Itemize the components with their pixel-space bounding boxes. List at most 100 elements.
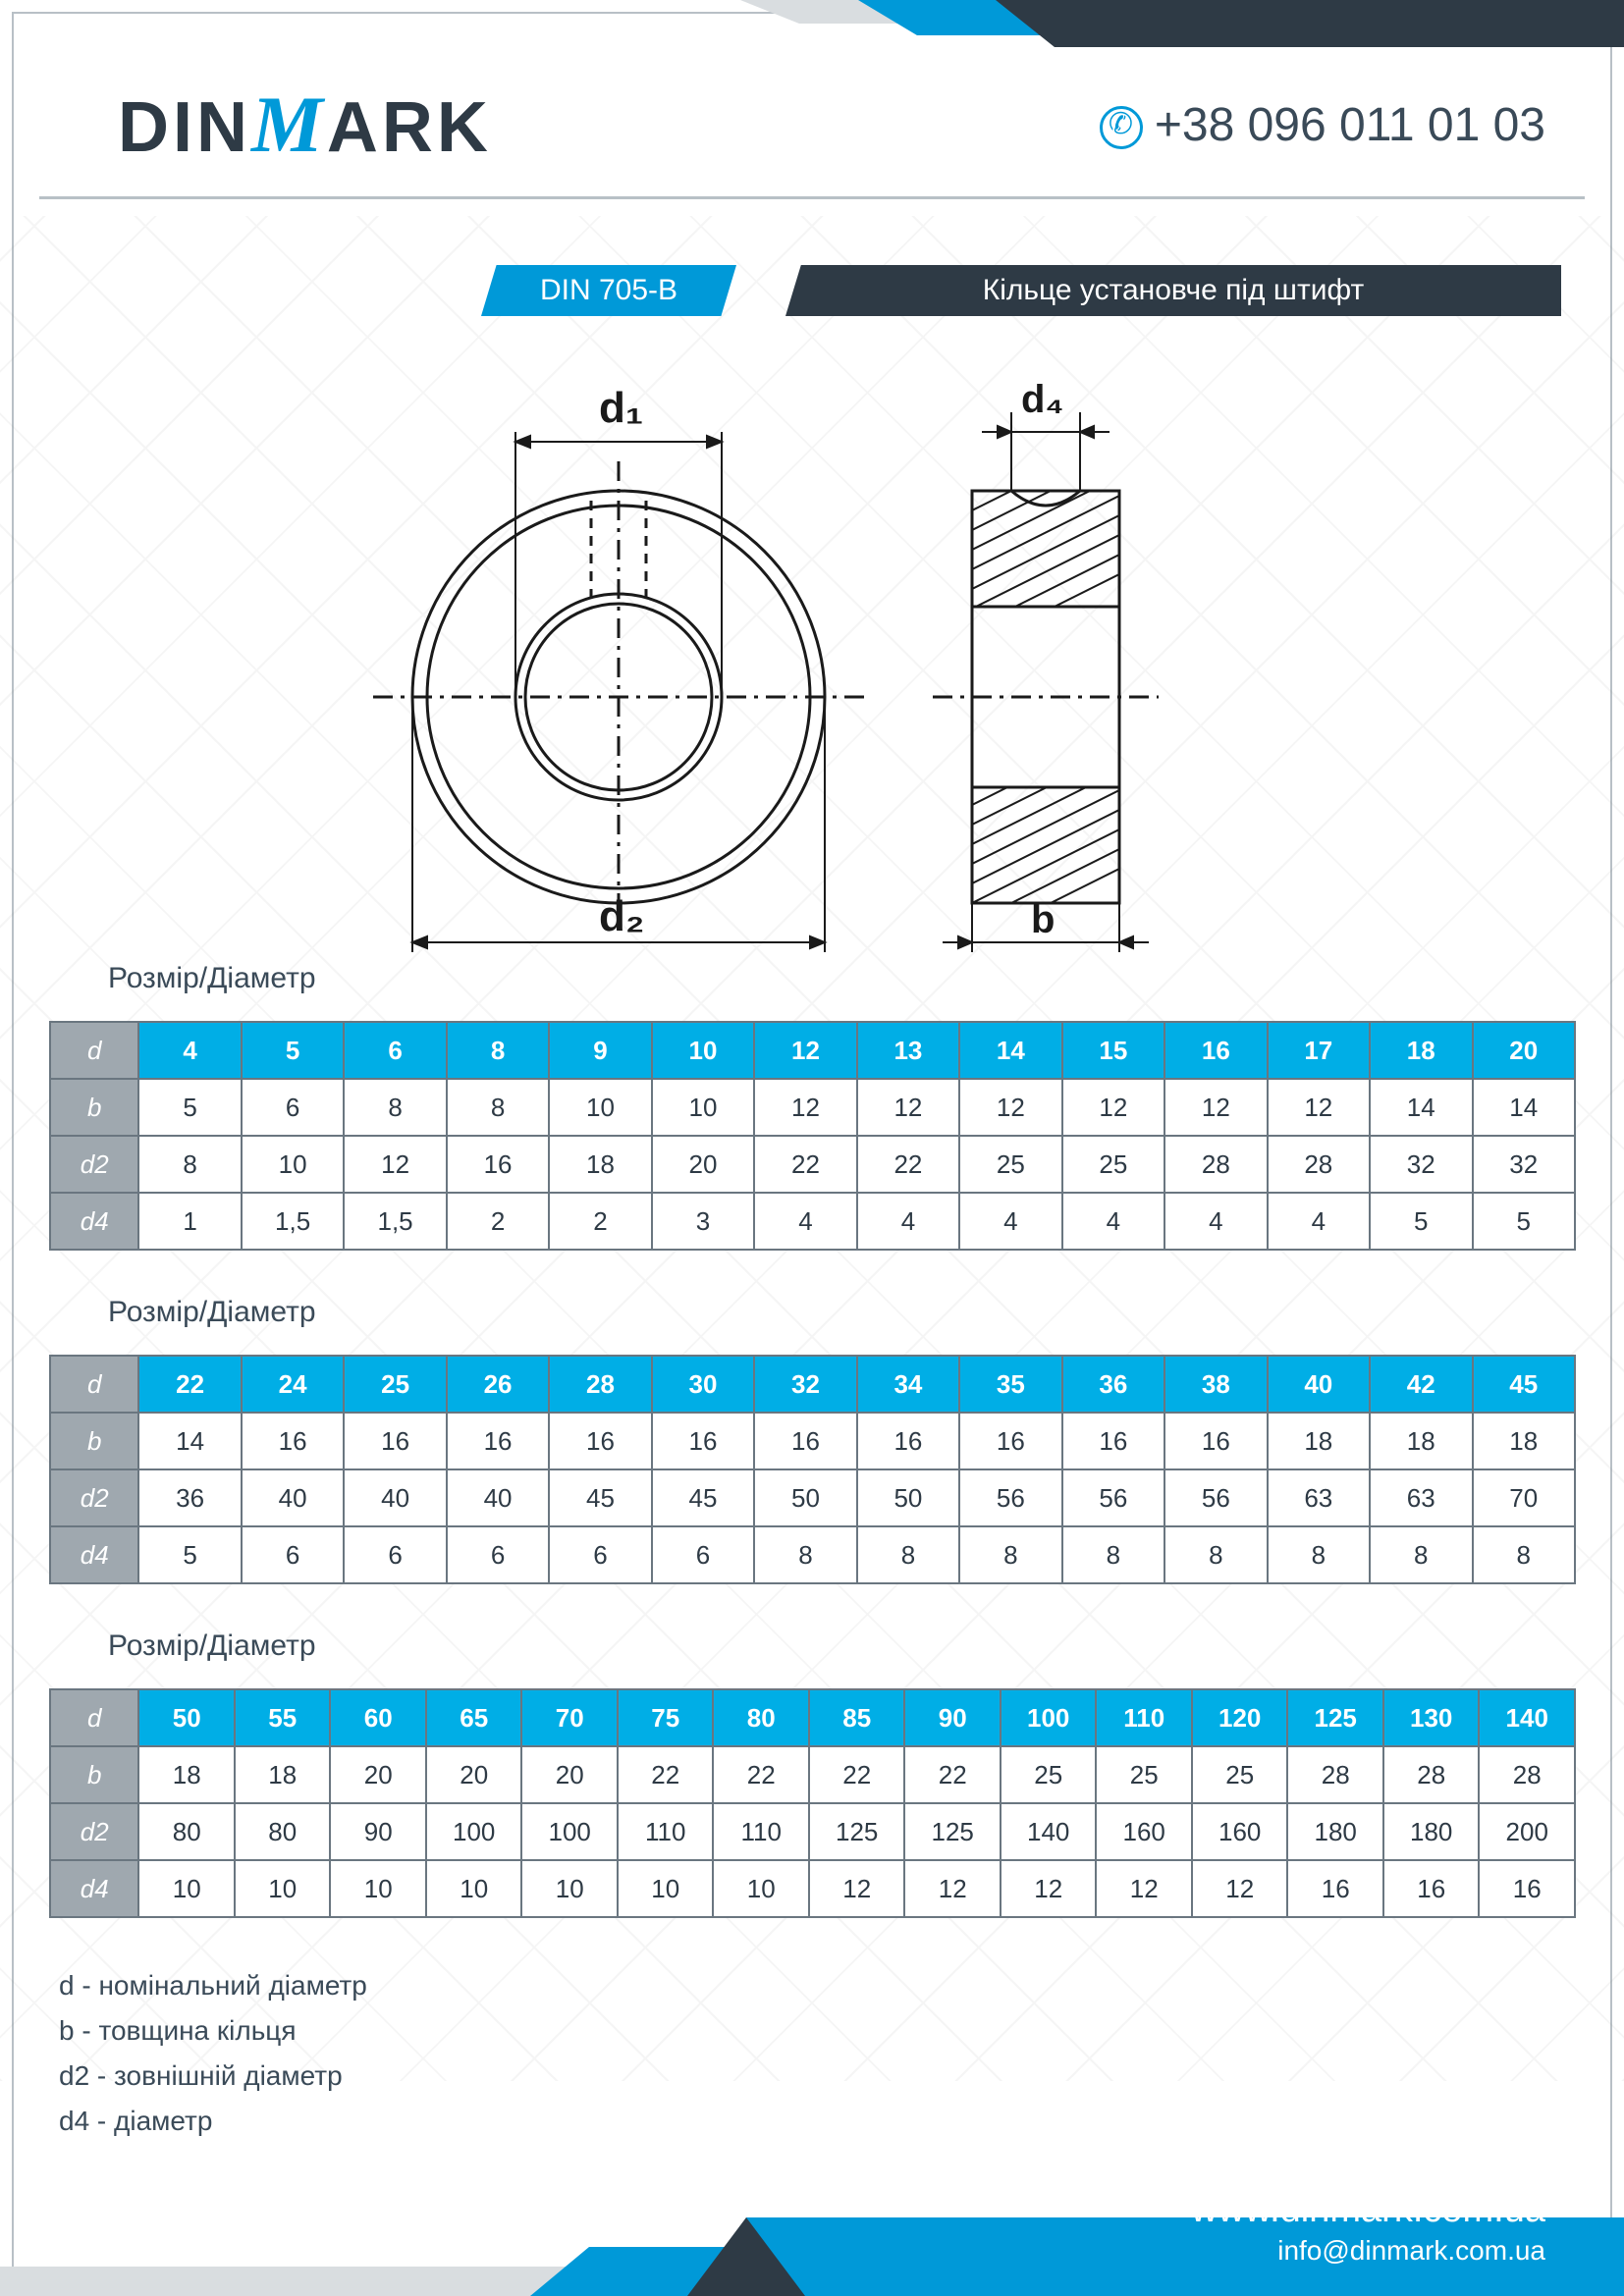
table-cell: 25 [1096, 1746, 1192, 1803]
footer-website: www.dinmark.com.ua [1191, 2189, 1545, 2231]
table-cell: 12 [344, 1136, 446, 1193]
table-cell: 160 [1096, 1803, 1192, 1860]
table-cell: 18 [549, 1136, 651, 1193]
table-cell: 160 [1192, 1803, 1288, 1860]
table-cell: 5 [1473, 1193, 1576, 1250]
spec-table-3: d505560657075808590100110120125130140b18… [49, 1688, 1576, 1918]
table-cell: 80 [713, 1689, 809, 1746]
header: DINMARK +38 096 011 01 03 [0, 0, 1624, 216]
table-cell: 6 [344, 1022, 446, 1079]
table-cell: 18 [1370, 1022, 1472, 1079]
section-label-3: Розмір/Діаметр [108, 1629, 316, 1663]
table-cell: 34 [857, 1356, 959, 1413]
table-cell: 10 [426, 1860, 522, 1917]
phone-icon [1100, 106, 1143, 149]
table-cell: 12 [809, 1860, 905, 1917]
table-cell: 1,5 [344, 1193, 446, 1250]
table-cell: 10 [652, 1022, 754, 1079]
footer-email: info@dinmark.com.ua [1191, 2235, 1545, 2267]
table-cell: 28 [1383, 1746, 1480, 1803]
table-cell: 1,5 [242, 1193, 344, 1250]
table-cell: 110 [1096, 1689, 1192, 1746]
brand-logo: DINMARK [118, 79, 492, 171]
table-cell: 22 [904, 1746, 1001, 1803]
table-cell: 16 [1062, 1413, 1164, 1469]
table-cell: 16 [857, 1413, 959, 1469]
table-cell: 20 [652, 1136, 754, 1193]
table-cell: 90 [904, 1689, 1001, 1746]
table-cell: 4 [138, 1022, 241, 1079]
header-divider [39, 196, 1585, 199]
table-cell: 8 [1062, 1526, 1164, 1583]
table-cell: 16 [1383, 1860, 1480, 1917]
table-cell: 25 [344, 1356, 446, 1413]
table-cell: 13 [857, 1022, 959, 1079]
table-cell: 10 [652, 1079, 754, 1136]
dim-b: b [1031, 898, 1055, 941]
table-cell: 40 [1268, 1356, 1370, 1413]
table-cell: 45 [1473, 1356, 1576, 1413]
table-cell: 22 [857, 1136, 959, 1193]
table-cell: 90 [330, 1803, 426, 1860]
table-cell: 25 [1062, 1136, 1164, 1193]
row-header: d2 [50, 1469, 138, 1526]
table-cell: 22 [713, 1746, 809, 1803]
technical-drawing: d₁ d₂ [373, 344, 1257, 972]
table-cell: 55 [235, 1689, 331, 1746]
table-cell: 45 [652, 1469, 754, 1526]
table-cell: 140 [1001, 1803, 1097, 1860]
table-cell: 63 [1268, 1469, 1370, 1526]
row-header: d [50, 1356, 138, 1413]
table-cell: 4 [1062, 1193, 1164, 1250]
table-cell: 12 [754, 1022, 856, 1079]
din-standard-label: DIN 705-B [481, 265, 736, 316]
table-cell: 12 [1096, 1860, 1192, 1917]
footer-contact: www.dinmark.com.ua info@dinmark.com.ua [1191, 2189, 1545, 2267]
table-cell: 12 [959, 1079, 1061, 1136]
table-cell: 8 [138, 1136, 241, 1193]
table-cell: 180 [1287, 1803, 1383, 1860]
table-cell: 12 [857, 1079, 959, 1136]
header-stripe-decoration [740, 0, 1624, 59]
table-cell: 180 [1383, 1803, 1480, 1860]
table-cell: 9 [549, 1022, 651, 1079]
dim-d4: d₄ [1021, 378, 1064, 421]
table-cell: 110 [618, 1803, 714, 1860]
spec-table-1: d45689101213141516171820b568810101212121… [49, 1021, 1576, 1251]
table-cell: 2 [549, 1193, 651, 1250]
table-cell: 63 [1370, 1469, 1472, 1526]
table-cell: 16 [652, 1413, 754, 1469]
table-cell: 6 [242, 1079, 344, 1136]
table-cell: 75 [618, 1689, 714, 1746]
table-cell: 16 [1479, 1860, 1575, 1917]
product-name-label: Кільце установче під штифт [785, 265, 1561, 316]
dim-d1: d₁ [599, 384, 643, 432]
table-cell: 20 [330, 1746, 426, 1803]
row-header: d4 [50, 1193, 138, 1250]
table-cell: 5 [1370, 1193, 1472, 1250]
table-cell: 4 [959, 1193, 1061, 1250]
table-cell: 85 [809, 1689, 905, 1746]
table-cell: 16 [959, 1413, 1061, 1469]
table-cell: 45 [549, 1469, 651, 1526]
table-cell: 25 [1001, 1746, 1097, 1803]
table-cell: 50 [754, 1469, 856, 1526]
table-cell: 8 [1370, 1526, 1472, 1583]
table-cell: 8 [1164, 1526, 1267, 1583]
spec-table-2: d2224252628303234353638404245b1416161616… [49, 1355, 1576, 1584]
table-cell: 5 [138, 1079, 241, 1136]
table-cell: 8 [1473, 1526, 1576, 1583]
table-cell: 18 [1268, 1413, 1370, 1469]
table-cell: 12 [754, 1079, 856, 1136]
table-cell: 4 [754, 1193, 856, 1250]
table-cell: 8 [344, 1079, 446, 1136]
table-cell: 8 [1268, 1526, 1370, 1583]
table-cell: 10 [521, 1860, 618, 1917]
table-cell: 14 [1473, 1079, 1576, 1136]
table-cell: 6 [549, 1526, 651, 1583]
table-cell: 32 [1473, 1136, 1576, 1193]
table-cell: 12 [904, 1860, 1001, 1917]
table-cell: 6 [344, 1526, 446, 1583]
row-header: b [50, 1079, 138, 1136]
table-cell: 36 [138, 1469, 241, 1526]
